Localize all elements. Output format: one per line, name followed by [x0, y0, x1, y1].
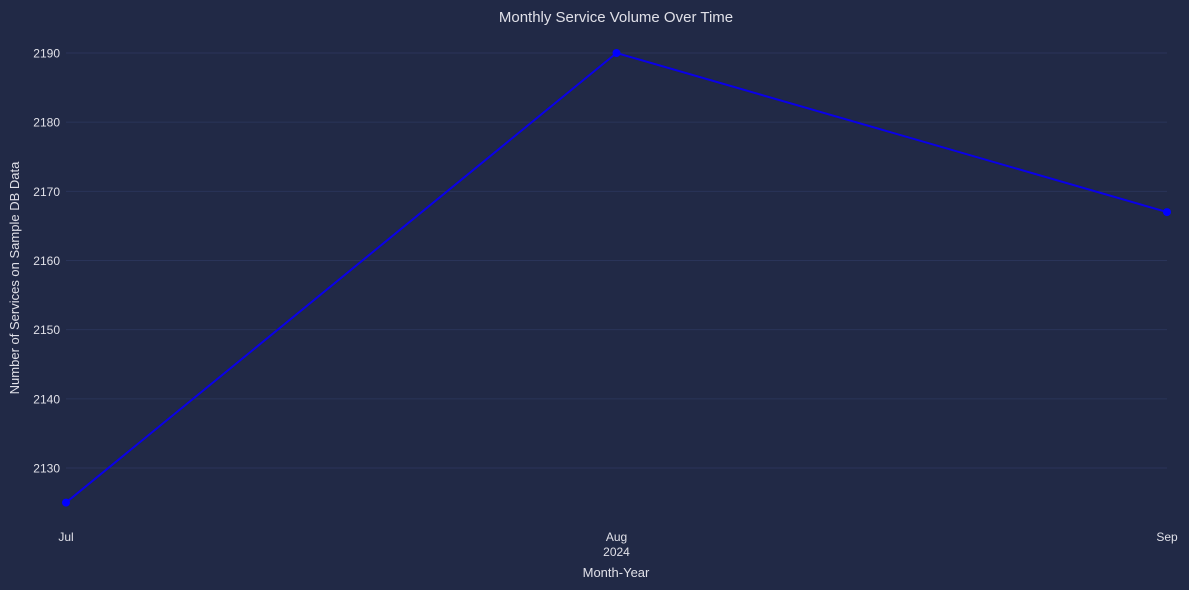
y-tick-label: 2140 — [33, 392, 60, 406]
y-tick-label: 2150 — [33, 323, 60, 337]
data-point — [62, 498, 70, 507]
y-tick-label: 2130 — [33, 462, 60, 476]
grid-layer — [66, 52, 1167, 469]
data-point — [1163, 208, 1171, 217]
x-axis-label: Month-Year — [583, 565, 650, 580]
y-tick-label: 2170 — [33, 185, 60, 199]
data-point — [612, 49, 621, 57]
x-tick-label: Aug — [606, 530, 627, 544]
y-tick-label: 2190 — [33, 47, 60, 61]
y-tick-label: 2180 — [33, 116, 60, 130]
x-tick-label: Sep — [1156, 530, 1178, 544]
series-layer — [62, 49, 1171, 507]
y-tick-label: 2160 — [33, 254, 60, 268]
x-tick-sublabel: 2024 — [603, 545, 630, 559]
x-tick-label: Jul — [58, 530, 73, 544]
chart-title: Monthly Service Volume Over Time — [499, 9, 733, 26]
y-axis-label: Number of Services on Sample DB Data — [7, 161, 22, 394]
